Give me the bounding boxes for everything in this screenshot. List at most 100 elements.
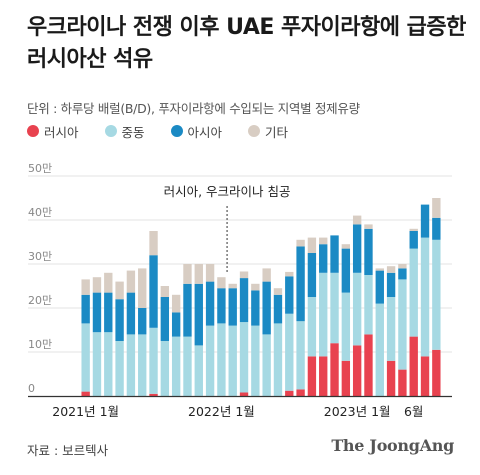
bar-segment bbox=[307, 297, 317, 357]
bar-segment bbox=[319, 272, 328, 357]
bar-segment bbox=[273, 294, 283, 324]
bar-segment bbox=[262, 268, 271, 282]
y-tick-label: 50만 bbox=[28, 162, 52, 175]
bar-segment bbox=[432, 217, 441, 240]
bar-segment bbox=[183, 283, 192, 337]
bar-segment bbox=[375, 303, 384, 396]
bar-segment bbox=[432, 349, 441, 396]
bar-segment bbox=[398, 264, 407, 269]
bar-segment bbox=[92, 277, 102, 293]
bar-segment bbox=[409, 336, 418, 396]
bar-segment bbox=[319, 356, 328, 396]
bar-segment bbox=[375, 268, 384, 271]
bar-segment bbox=[364, 228, 373, 275]
bar-segment bbox=[251, 325, 260, 396]
unit-note: 단위 : 하루당 배럴(B/D), 푸자이라항에 수입되는 지역별 정제유량 bbox=[27, 101, 360, 116]
legend-label: 러시아 bbox=[44, 124, 79, 140]
bar-segment bbox=[217, 288, 226, 324]
bar-segment bbox=[104, 292, 113, 333]
bar-segment bbox=[341, 244, 351, 249]
bar-segment bbox=[183, 264, 192, 284]
bar-segment bbox=[251, 290, 260, 326]
bar-segment bbox=[126, 334, 136, 396]
legend: 러시아 중동 아시아 기타 bbox=[27, 121, 314, 141]
bar-segment bbox=[386, 360, 396, 396]
bar-segment bbox=[319, 244, 328, 273]
bar-segment bbox=[160, 341, 170, 396]
bar-segment bbox=[217, 277, 226, 289]
bar-segment bbox=[352, 345, 362, 396]
legend-label: 기타 bbox=[265, 124, 289, 140]
bar-segment bbox=[273, 323, 283, 396]
bar-segment bbox=[81, 279, 90, 295]
bar-segment bbox=[330, 343, 339, 396]
bar-segment bbox=[104, 332, 113, 396]
bar-segment bbox=[149, 231, 158, 256]
bar-segment bbox=[81, 391, 90, 396]
legend-dot-russia-icon bbox=[27, 125, 39, 137]
bar-segment bbox=[92, 332, 102, 396]
bar-segment bbox=[149, 393, 158, 396]
bar-segment bbox=[420, 356, 430, 396]
bar-segment bbox=[92, 292, 102, 333]
bar-segment bbox=[386, 272, 396, 297]
bar-segment bbox=[307, 253, 317, 297]
bar-segment bbox=[194, 264, 203, 284]
bar-segment bbox=[409, 231, 418, 249]
x-tick-label: 6월 bbox=[404, 404, 423, 419]
bar-segment bbox=[228, 325, 237, 396]
bar-segment bbox=[239, 392, 249, 396]
bar-segment bbox=[194, 345, 203, 396]
bar-segment bbox=[398, 268, 407, 280]
legend-item-asia: 아시아 bbox=[170, 122, 223, 141]
x-tick-label: 2022년 1월 bbox=[188, 404, 255, 419]
bar-segment bbox=[432, 239, 441, 350]
bar-segment bbox=[205, 281, 215, 326]
bar-segment bbox=[239, 271, 249, 279]
bar-segment bbox=[364, 224, 373, 229]
bar-segment bbox=[138, 268, 147, 308]
bar-segment bbox=[115, 299, 124, 341]
y-tick-label: 10만 bbox=[28, 338, 52, 351]
y-tick-label: 40만 bbox=[28, 206, 52, 219]
bar-segment bbox=[319, 237, 328, 245]
bar-segment bbox=[171, 312, 181, 337]
bar-segment bbox=[364, 334, 373, 396]
legend-dot-middle-east-icon bbox=[104, 125, 117, 137]
bar-segment bbox=[409, 248, 418, 337]
bar-segment bbox=[138, 308, 147, 335]
x-tick-label: 2021년 1월 bbox=[52, 404, 119, 419]
bar-segment bbox=[149, 327, 158, 394]
bar-segment bbox=[330, 235, 339, 273]
stacked-bar-chart: 0 10만 20만 30만 40만 50만 2021년 1월 2022년 1월 2023년 1월… bbox=[28, 162, 452, 419]
legend-label: 중동 bbox=[121, 124, 145, 140]
source-note: 자료 : 보르텍사 bbox=[27, 443, 109, 458]
bar-segment bbox=[296, 389, 305, 396]
bar-segment bbox=[81, 294, 90, 324]
bar-segment bbox=[386, 266, 396, 273]
bar-segment bbox=[217, 323, 226, 396]
legend-dot-asia-icon bbox=[170, 125, 183, 137]
bar-segment bbox=[420, 204, 430, 238]
bar-segment bbox=[239, 322, 249, 393]
bar-segment bbox=[81, 323, 90, 392]
bar-segment bbox=[228, 288, 237, 326]
bar-segment bbox=[285, 390, 294, 396]
bar-segment bbox=[296, 321, 305, 390]
bar-segment bbox=[409, 228, 418, 231]
bar-segment bbox=[285, 271, 294, 277]
bar-segment bbox=[251, 283, 260, 291]
bar-segment bbox=[375, 270, 384, 304]
bar-segment bbox=[285, 276, 294, 314]
bar-segment bbox=[126, 270, 136, 293]
annotation-label: 러시아, 우크라이나 침공 bbox=[164, 184, 291, 199]
bar-segment bbox=[285, 313, 294, 391]
bar-segment bbox=[171, 294, 181, 313]
bar-segment bbox=[341, 292, 351, 361]
bar-segment bbox=[341, 360, 351, 396]
bar-segment bbox=[228, 283, 237, 289]
bar-segment bbox=[352, 224, 362, 273]
chart-title: 우크라이나 전쟁 이후 UAE 푸자이라항에 급증한 러시아산 석유 bbox=[27, 15, 466, 72]
bar-segment bbox=[398, 369, 407, 396]
legend-label: 아시아 bbox=[187, 124, 223, 140]
